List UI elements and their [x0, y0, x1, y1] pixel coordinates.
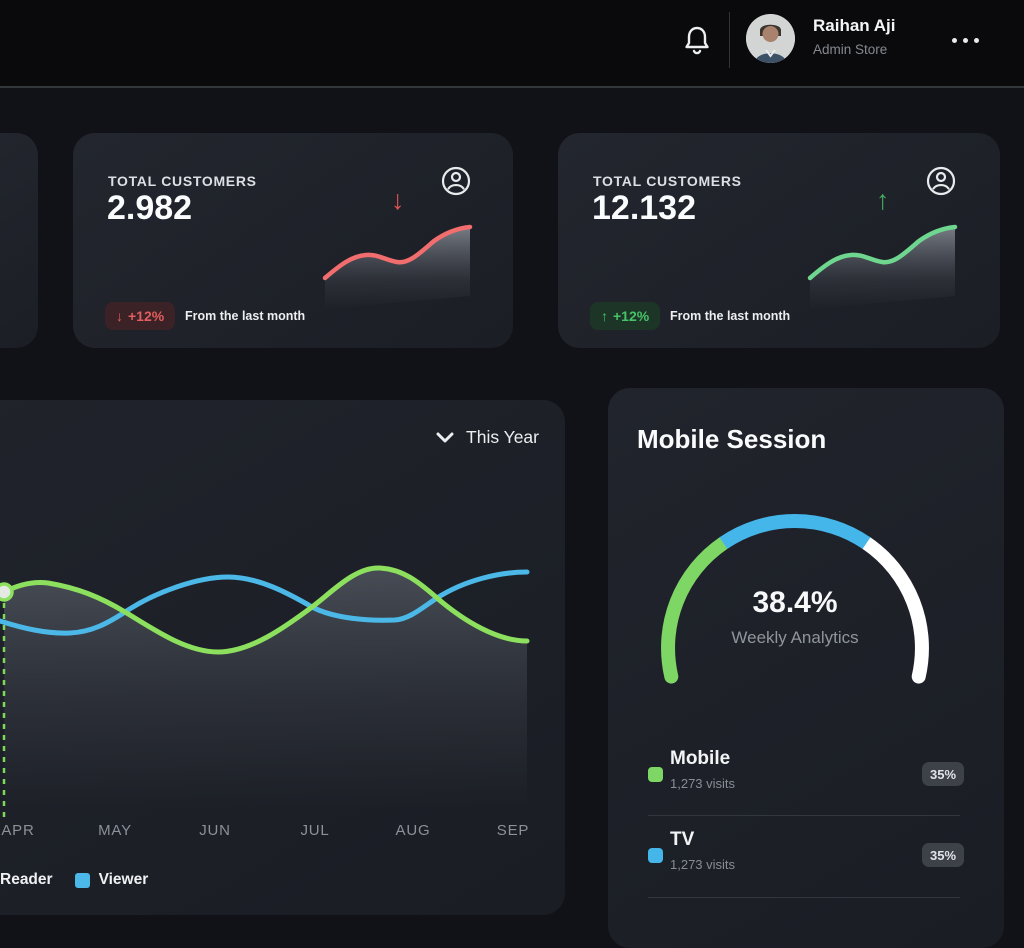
- data-point-marker: [0, 582, 14, 602]
- notifications-button[interactable]: [682, 21, 712, 61]
- gauge-segment-remainder: [859, 536, 929, 684]
- avatar-photo: [746, 14, 795, 63]
- item-label: Mobile: [670, 748, 731, 769]
- sparkline-chart-green: [807, 224, 958, 309]
- x-axis-label: APR: [1, 822, 35, 839]
- reader-viewer-line-chart: [0, 565, 530, 817]
- gauge-segment-mobile: [661, 536, 731, 684]
- dot-icon: [963, 38, 968, 43]
- change-note: From the last month: [670, 309, 791, 323]
- change-badge: ↑ +12%: [590, 302, 661, 330]
- legend-label: Reader: [0, 871, 53, 888]
- bell-icon: [685, 26, 709, 55]
- stat-title: TOTAL CUSTOMERS: [593, 173, 742, 189]
- chevron-down-icon: [436, 432, 454, 443]
- reader-line: [1, 565, 530, 655]
- stat-card-total-customers-1: TOTAL CUSTOMERS 2.982 ↓ ↓ +12% From the …: [73, 133, 513, 348]
- list-divider: [648, 897, 960, 898]
- x-axis-label: MAY: [98, 822, 132, 839]
- change-value: +12%: [128, 308, 165, 324]
- list-divider: [648, 815, 960, 816]
- arrow-down-icon: ↓: [116, 308, 123, 324]
- x-axis-label: SEP: [496, 822, 530, 839]
- share-badge: 35%: [922, 843, 964, 867]
- change-value: +12%: [613, 308, 650, 324]
- user-circle-icon: [926, 166, 956, 196]
- item-visits: 1,273 visits: [670, 776, 736, 791]
- gauge-value: 38.4%: [752, 586, 838, 619]
- avatar[interactable]: [746, 14, 795, 63]
- more-options-button[interactable]: [948, 34, 983, 47]
- arrow-up-icon: ↑: [601, 308, 608, 324]
- top-bar: Raihan Aji Admin Store: [0, 0, 1024, 88]
- header-divider: [729, 12, 730, 68]
- stat-card-total-customers-2: TOTAL CUSTOMERS 12.132 ↑ ↑ +12% From the…: [558, 133, 1000, 348]
- area-fill: [4, 568, 527, 810]
- gauge-segment-tv: [719, 514, 871, 549]
- user-name: Raihan Aji: [813, 16, 896, 35]
- stat-value: 12.132: [592, 189, 696, 227]
- x-axis-label: AUG: [395, 822, 431, 839]
- trend-up-arrow-icon: ↑: [876, 185, 890, 215]
- viewer-swatch-icon: [74, 872, 90, 888]
- dot-icon: [974, 38, 979, 43]
- x-axis-label: JUL: [300, 822, 330, 839]
- stat-value: 2.982: [107, 189, 193, 227]
- legend-label: Viewer: [98, 871, 149, 888]
- change-note: From the last month: [185, 309, 306, 323]
- change-badge: ↓ +12%: [105, 302, 176, 330]
- user-circle-icon: [441, 166, 471, 196]
- card-title: Mobile Session: [637, 424, 827, 454]
- share-badge: 35%: [922, 762, 964, 786]
- tv-swatch-icon: [648, 848, 663, 863]
- item-label: TV: [670, 829, 695, 850]
- overview-chart-card: This Year APR MAY JUN JUL AUG SEP Reader…: [0, 400, 565, 915]
- mobile-session-card: Mobile Session 38.4% Weekly Analytics Mo…: [608, 388, 1004, 948]
- gauge-label: Weekly Analytics: [731, 628, 859, 647]
- period-selector[interactable]: This Year: [435, 427, 539, 448]
- period-label: This Year: [466, 427, 539, 447]
- chart-legend: Reader Viewer: [0, 871, 148, 889]
- mobile-swatch-icon: [648, 767, 663, 782]
- trend-down-arrow-icon: ↓: [391, 185, 405, 215]
- sparkline-chart-red: [322, 224, 473, 309]
- stat-card-partial: [0, 133, 38, 348]
- item-visits: 1,273 visits: [670, 857, 736, 872]
- dot-icon: [952, 38, 957, 43]
- x-axis-label: JUN: [199, 822, 231, 839]
- user-role: Admin Store: [813, 42, 888, 57]
- stat-title: TOTAL CUSTOMERS: [108, 173, 257, 189]
- weekly-analytics-gauge: [661, 514, 929, 684]
- legend-item-reader: Reader: [0, 871, 53, 889]
- legend-item-viewer: Viewer: [74, 871, 149, 889]
